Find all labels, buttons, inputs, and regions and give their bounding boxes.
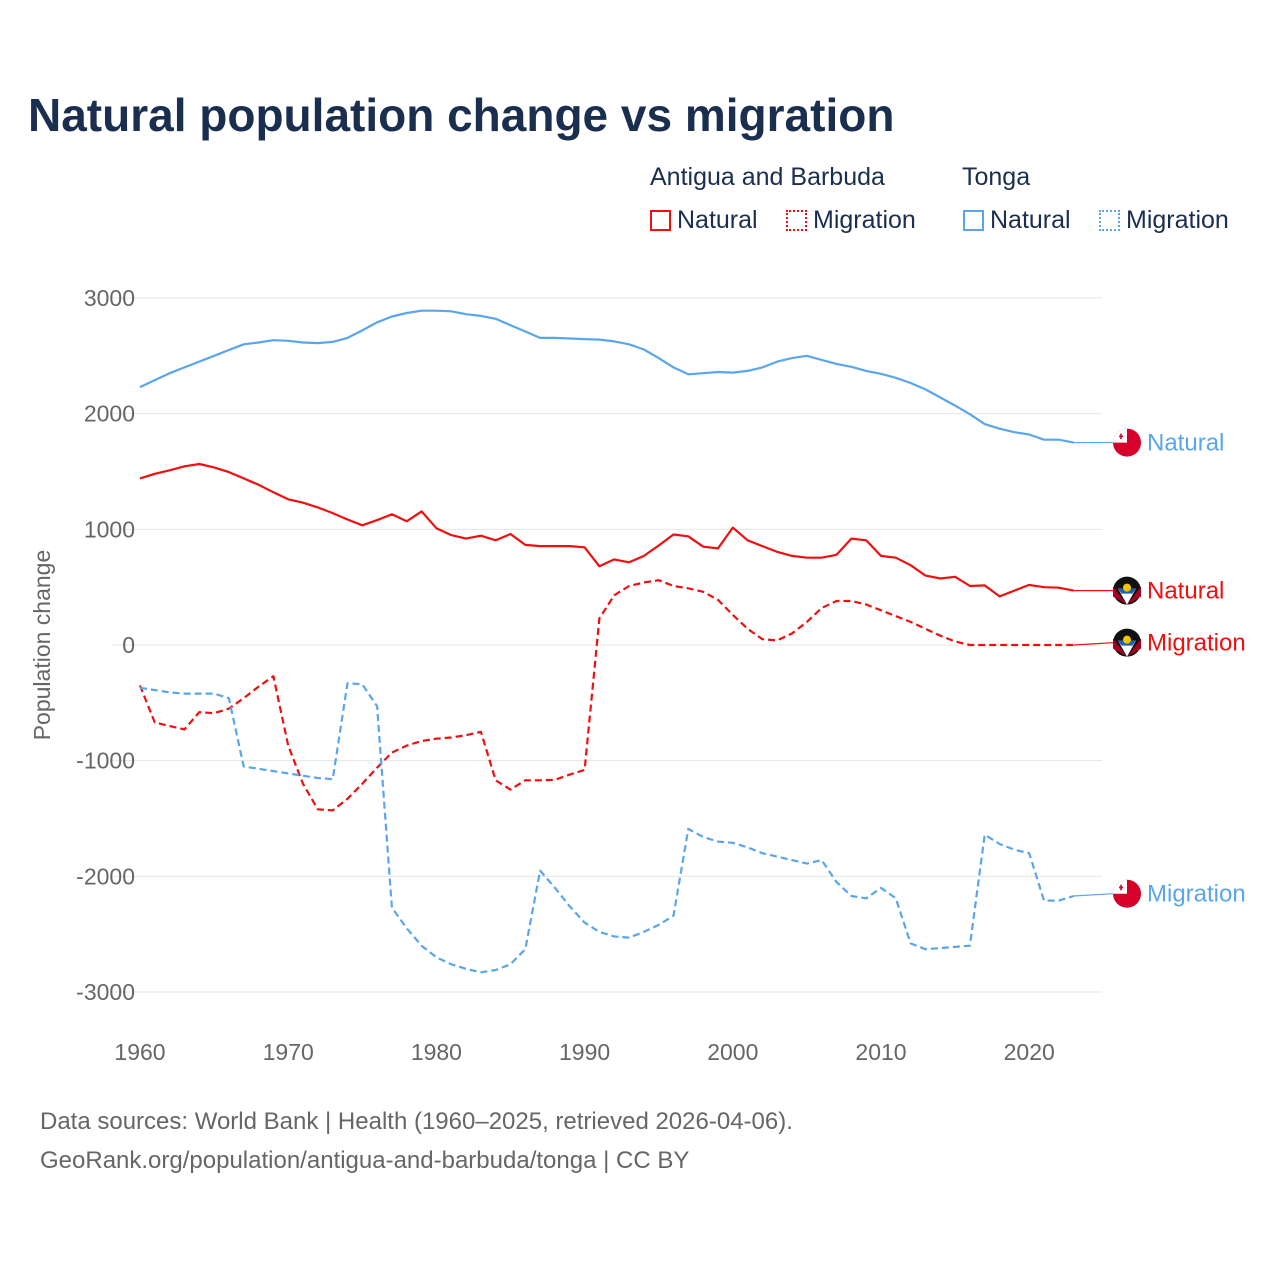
legend-label: Natural: [990, 206, 1071, 234]
end-label-text: Migration: [1147, 881, 1246, 908]
legend-group-tonga: Tonga: [962, 163, 1031, 191]
series-line-tonga-migration: [139, 682, 1075, 974]
legend-item-antigua-natural[interactable]: Natural: [650, 206, 758, 235]
x-tick-label: 1970: [263, 1039, 314, 1065]
chart-title: Natural population change vs migration: [28, 89, 895, 141]
legend-label: Migration: [813, 206, 916, 234]
end-label-2: Migration: [1073, 628, 1246, 657]
legend-swatch-dotted-blue: [1099, 210, 1120, 231]
x-tick-label: 2010: [855, 1039, 906, 1065]
x-tick-label: 1990: [559, 1039, 610, 1065]
y-tick-label: 1000: [84, 516, 135, 542]
series-line-tonga-natural: [139, 309, 1074, 444]
connector-line: [1073, 642, 1114, 646]
series-line-antigua-and-barbuda-natural: [139, 462, 1074, 598]
y-tick-label: 2000: [84, 401, 135, 427]
legend-swatch-dotted-red: [786, 210, 807, 231]
legend-swatch-solid-blue: [963, 210, 984, 231]
legend-group-antigua: Antigua and Barbuda: [650, 163, 885, 191]
x-tick-label: 1960: [114, 1039, 165, 1065]
end-label-text: Natural: [1147, 578, 1224, 605]
x-tick-label: 2000: [707, 1039, 758, 1065]
y-tick-label: 3000: [84, 285, 135, 311]
legend-label: Natural: [677, 206, 758, 234]
y-tick-label: -2000: [76, 863, 135, 889]
x-tick-label: 1980: [411, 1039, 462, 1065]
end-label-text: Natural: [1147, 430, 1224, 457]
series-line-antigua-and-barbuda-migration: [138, 579, 1074, 812]
y-tick-label: -1000: [76, 748, 135, 774]
y-tick-label: -3000: [76, 979, 135, 1005]
x-tick-label: 2020: [1004, 1039, 1055, 1065]
end-label-3: Migration: [1073, 879, 1246, 908]
legend-item-tonga-migration[interactable]: Migration: [1099, 206, 1229, 235]
y-axis-label: Population change: [29, 550, 55, 741]
legend-item-tonga-natural[interactable]: Natural: [963, 206, 1071, 235]
y-tick-label: 0: [122, 632, 135, 658]
end-label-1: Natural: [1073, 576, 1224, 605]
footer-link[interactable]: GeoRank.org/population/antigua-and-barbu…: [40, 1147, 690, 1174]
legend-label: Migration: [1126, 206, 1229, 234]
legend-swatch-solid-red: [650, 210, 671, 231]
connector-line: [1073, 893, 1114, 897]
footer-source: Data sources: World Bank | Health (1960–…: [40, 1108, 793, 1135]
end-label-0: Natural: [1073, 428, 1224, 457]
legend-item-antigua-migration[interactable]: Migration: [786, 206, 916, 235]
end-label-text: Migration: [1147, 630, 1246, 657]
